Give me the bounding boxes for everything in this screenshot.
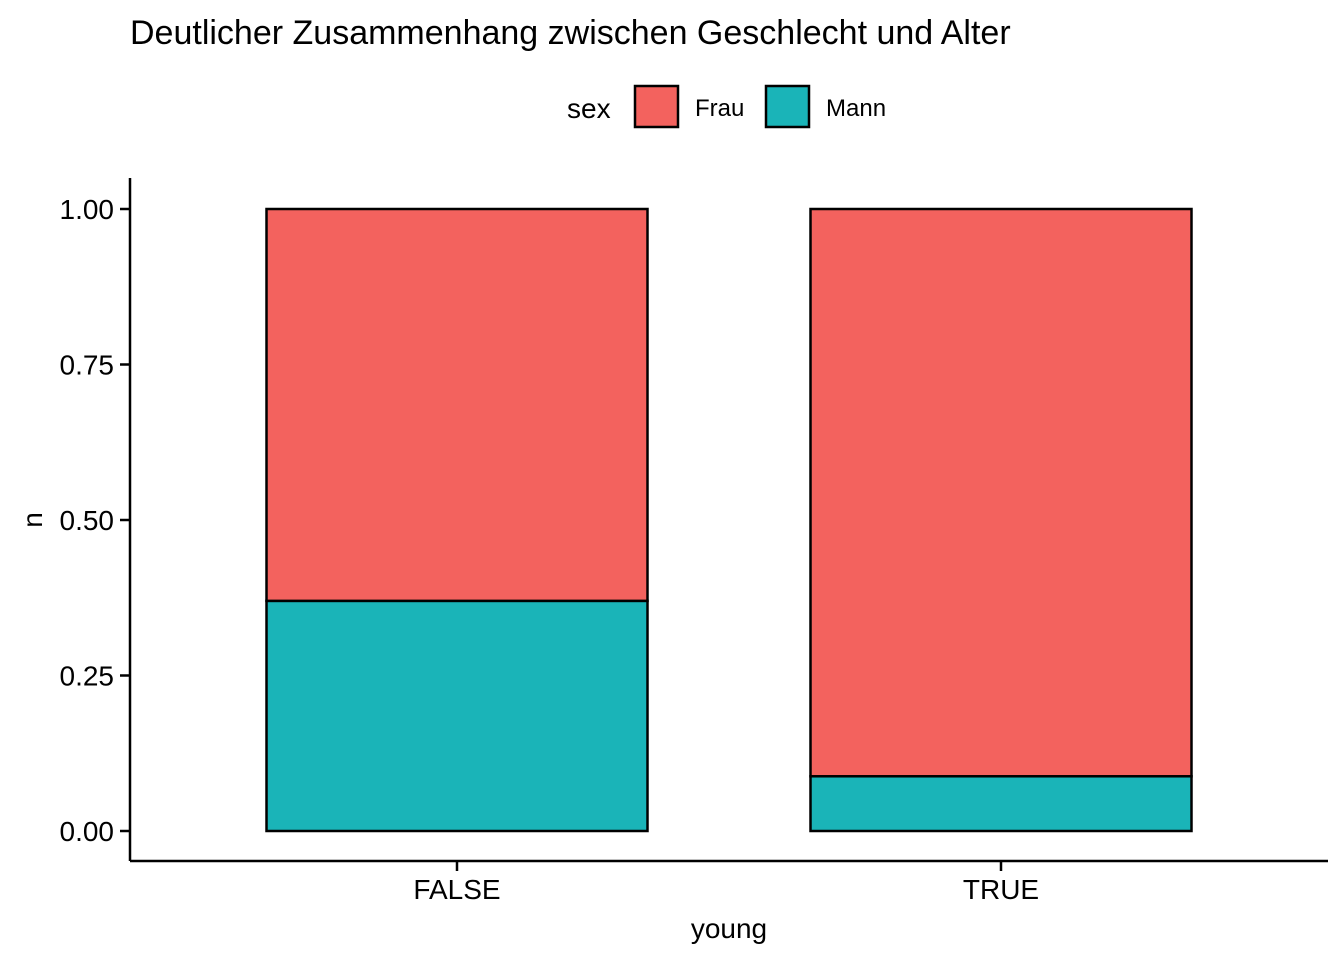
y-tick-label: 0.00 — [60, 816, 115, 847]
y-tick-label: 1.00 — [60, 194, 115, 225]
y-axis-title: n — [17, 512, 48, 528]
legend-label-frau: Frau — [695, 95, 744, 122]
legend-label-mann: Mann — [826, 95, 886, 122]
bar-true-frau — [809, 207, 1193, 778]
y-tick-label: 0.50 — [60, 505, 115, 536]
y-ticks: 0.00 0.25 0.50 0.75 1.00 — [60, 194, 130, 847]
y-tick-label: 0.25 — [60, 661, 115, 692]
legend-key-frau — [633, 84, 680, 129]
x-ticks: FALSE TRUE — [413, 861, 1039, 905]
y-tick-label: 0.75 — [60, 350, 115, 381]
x-tick-label-false: FALSE — [413, 874, 500, 905]
x-tick-label-true: TRUE — [963, 874, 1039, 905]
bar-true-mann — [809, 775, 1193, 833]
bar-false-frau — [265, 207, 649, 603]
legend: sex Frau Mann — [567, 84, 886, 129]
x-axis-title: young — [691, 913, 767, 944]
bars-layer — [265, 207, 1193, 833]
chart-title: Deutlicher Zusammenhang zwischen Geschle… — [130, 14, 1011, 52]
bar-false-mann — [265, 599, 649, 833]
legend-key-mann — [764, 84, 811, 129]
legend-title: sex — [567, 93, 611, 124]
